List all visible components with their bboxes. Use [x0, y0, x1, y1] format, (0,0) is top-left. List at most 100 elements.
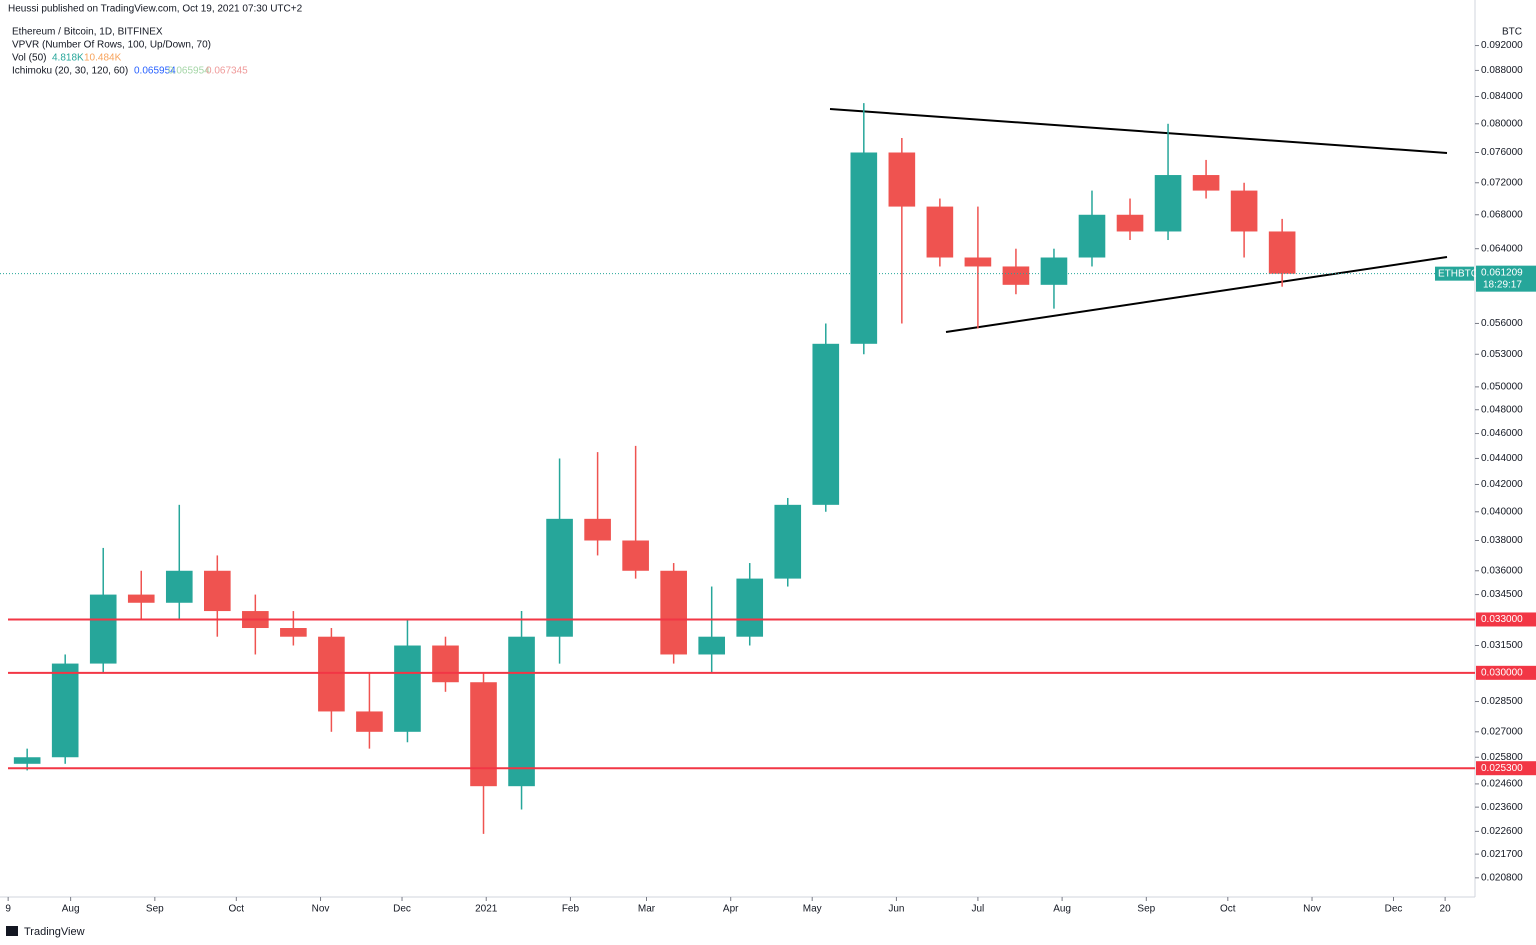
candle-body — [89, 594, 117, 664]
y-tick-label: 0.034500 — [1481, 589, 1523, 600]
y-tick-label: 0.024600 — [1481, 779, 1523, 790]
candle-body — [1002, 266, 1030, 285]
y-tick-label: 0.020800 — [1481, 872, 1523, 883]
footer-brand: TradingView — [24, 926, 85, 938]
x-tick-label: Dec — [1385, 904, 1403, 915]
candle-body — [356, 711, 383, 732]
symbol-tag: ETHBTC — [1438, 268, 1478, 279]
candle-body — [850, 152, 878, 344]
x-tick-label: Dec — [393, 904, 411, 915]
candle-body — [964, 257, 992, 267]
y-tick-label: 0.028500 — [1481, 696, 1523, 707]
trend-line — [945, 256, 1448, 333]
symbol-tag-bg — [1435, 266, 1474, 281]
candle-body — [812, 343, 840, 505]
y-tick-label: 0.046000 — [1481, 428, 1523, 439]
candle-body — [622, 540, 649, 571]
y-tick-label: 0.036000 — [1481, 565, 1523, 576]
candle-body — [127, 594, 155, 603]
x-tick-label: Sep — [146, 904, 164, 915]
ichimoku-value: 0.065954 — [168, 66, 210, 77]
level-label: 0.025300 — [1481, 763, 1523, 774]
x-tick-label: Aug — [1053, 904, 1071, 915]
symbol: Ethereum / Bitcoin, 1D, BITFINEX — [12, 27, 163, 38]
y-tick-label: 0.084000 — [1481, 91, 1523, 102]
x-tick-label: Apr — [723, 904, 739, 915]
y-tick-label: 0.053000 — [1481, 349, 1523, 360]
y-tick-label: 0.025800 — [1481, 752, 1523, 763]
y-tick-label: 0.092000 — [1481, 40, 1523, 51]
level-label: 0.030000 — [1481, 667, 1523, 678]
y-tick-label: 0.056000 — [1481, 318, 1523, 329]
y-tick-label: 0.027000 — [1481, 726, 1523, 737]
candle-body — [584, 518, 611, 541]
y-tick-label: 0.040000 — [1481, 506, 1523, 517]
countdown: 18:29:17 — [1483, 279, 1522, 290]
candle-body — [888, 152, 916, 207]
candle-body — [508, 636, 535, 787]
x-tick-label: Aug — [62, 904, 80, 915]
y-tick-label: 0.031500 — [1481, 640, 1523, 651]
candle-body — [926, 206, 954, 258]
level-label-bg — [1476, 665, 1536, 680]
y-tick-label: 0.072000 — [1481, 177, 1523, 188]
x-tick-label: 9 — [5, 904, 11, 915]
candle-body — [394, 645, 421, 732]
candle-body — [1192, 175, 1220, 191]
ichimoku-legend: Ichimoku (20, 30, 120, 60) — [12, 66, 128, 77]
price-tag: 0.061209 — [1481, 267, 1523, 278]
y-tick-label: 0.021700 — [1481, 849, 1523, 860]
x-tick-label: Mar — [638, 904, 656, 915]
x-tick-label: Jun — [888, 904, 904, 915]
level-label: 0.033000 — [1481, 614, 1523, 625]
y-tick-label: 0.080000 — [1481, 118, 1523, 129]
candle-body — [546, 518, 573, 637]
candle-body — [51, 663, 79, 758]
candle-body — [13, 757, 41, 764]
y-tick-label: 0.023600 — [1481, 802, 1523, 813]
x-tick-label: Nov — [1303, 904, 1321, 915]
y-tick-label: 0.022600 — [1481, 826, 1523, 837]
x-tick-label: 2021 — [475, 904, 498, 915]
candle-body — [470, 682, 497, 787]
candle-body — [165, 570, 193, 603]
candle-body — [204, 570, 231, 612]
candle-body — [1116, 214, 1144, 232]
vol-value: 4.818K — [52, 53, 84, 64]
brand-logo — [6, 926, 18, 936]
ichimoku-value: 0.065954 — [134, 66, 176, 77]
y-tick-label: 0.088000 — [1481, 65, 1523, 76]
candle-body — [318, 636, 345, 712]
level-label-bg — [1476, 612, 1536, 627]
y-tick-label: 0.076000 — [1481, 147, 1523, 158]
y-tick-label: 0.050000 — [1481, 382, 1523, 393]
publisher: Heussi published on TradingView.com, Oct… — [8, 4, 303, 15]
candle-body — [660, 570, 687, 655]
vol-legend: Vol (50) — [12, 53, 46, 64]
x-tick-label: May — [803, 904, 822, 915]
candle-body — [736, 578, 764, 637]
ichimoku-value: 0.067345 — [206, 66, 248, 77]
candle-body — [280, 628, 307, 637]
y-tick-label: 0.038000 — [1481, 535, 1523, 546]
candle-body — [1154, 175, 1182, 232]
candle-body — [1268, 231, 1296, 274]
candle-body — [698, 636, 726, 655]
x-tick-label: Sep — [1137, 904, 1155, 915]
x-tick-label: 20 — [1440, 904, 1452, 915]
x-tick-label: Nov — [312, 904, 330, 915]
y-tick-label: 0.044000 — [1481, 453, 1523, 464]
x-tick-label: Oct — [1220, 904, 1236, 915]
y-tick-label: 0.048000 — [1481, 404, 1523, 415]
candle-body — [774, 504, 802, 579]
price-tag-bg — [1476, 265, 1536, 292]
candle-body — [1230, 190, 1258, 232]
currency: BTC — [1502, 27, 1522, 38]
candle-body — [1078, 214, 1106, 258]
candle-body — [1040, 257, 1068, 285]
x-tick-label: Oct — [229, 904, 245, 915]
x-tick-label: Jul — [972, 904, 985, 915]
level-label-bg — [1476, 761, 1536, 776]
